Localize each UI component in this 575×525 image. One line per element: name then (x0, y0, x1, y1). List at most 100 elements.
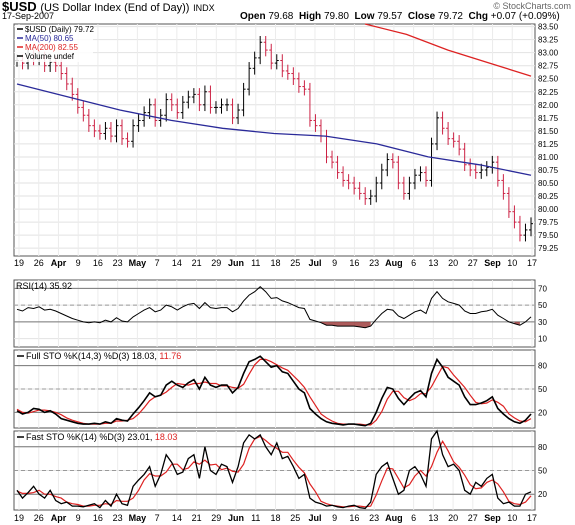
rsi-line (16, 286, 532, 329)
y-tick-label-rsi: 70 (538, 284, 547, 293)
x-tick-label-top: 20 (448, 258, 458, 268)
close-value: 79.72 (437, 11, 463, 22)
fast-sto-legend-d: 18.03 (155, 432, 178, 442)
x-tick-label-top: 16 (93, 258, 103, 268)
x-tick-label-bottom: 14 (172, 513, 182, 523)
x-tick-label-bottom: 6 (411, 513, 416, 523)
low-value: 79.57 (377, 11, 403, 22)
y-tick-label-fast_sto: 50 (538, 467, 547, 476)
y-tick-label-price: 81.75 (538, 114, 559, 123)
full-sto-legend-d: 11.76 (159, 351, 181, 361)
y-tick-label-full_sto: 50 (538, 385, 547, 394)
x-tick-label-top: 29 (211, 258, 221, 268)
chart-header: $USD (US Dollar Index (End of Day)) INDX… (0, 0, 575, 22)
x-tick-label-top: Aug (385, 258, 403, 268)
y-tick-label-price: 81.00 (538, 153, 559, 162)
x-tick-label-top: 11 (251, 258, 260, 268)
x-tick-label-top: 10 (507, 258, 517, 268)
chg-label: Chg (468, 11, 488, 22)
x-tick-label-bottom: 25 (290, 513, 300, 523)
low-label: Low (354, 11, 375, 22)
price-legend-entry: $USD (Daily) 79.72 (25, 25, 94, 34)
x-tick-label-top: 7 (155, 258, 160, 268)
x-tick-label-bottom: 16 (349, 513, 359, 523)
y-tick-label-price: 82.50 (538, 75, 559, 84)
rsi-legend: RSI(14) 35.92 (16, 281, 72, 291)
x-tick-label-top: 17 (527, 258, 537, 268)
chart-date: 17-Sep-2007 (2, 11, 55, 21)
x-tick-label-bottom: Sep (484, 513, 501, 523)
x-tick-label-top: 23 (369, 258, 379, 268)
x-tick-label-top: Jun (228, 258, 244, 268)
price-legend-entry: Volume undef (25, 52, 75, 61)
x-tick-label-bottom: Aug (385, 513, 403, 523)
x-tick-label-bottom: 10 (507, 513, 517, 523)
x-tick-label-bottom: 7 (155, 513, 160, 523)
y-tick-label-price: 83.25 (538, 36, 559, 45)
x-tick-label-top: 25 (290, 258, 300, 268)
x-tick-label-bottom: May (129, 513, 147, 523)
symbol-name: (US Dollar Index (End of Day)) (40, 2, 190, 14)
x-tick-label-bottom: 18 (270, 513, 280, 523)
x-tick-label-top: 21 (192, 258, 202, 268)
x-tick-label-top: 18 (270, 258, 280, 268)
x-tick-label-bottom: 13 (428, 513, 438, 523)
fast-sto-legend-k: Fast STO %K(14) %D(3) 23.01, (26, 432, 155, 442)
close-label: Close (407, 11, 436, 22)
x-tick-label-top: 6 (411, 258, 416, 268)
high-value: 79.80 (323, 11, 349, 22)
y-tick-label-price: 81.50 (538, 127, 559, 136)
x-tick-label-bottom: 27 (468, 513, 478, 523)
y-tick-label-price: 79.25 (538, 244, 559, 253)
open-label: Open (240, 11, 266, 22)
ma50-line (16, 83, 532, 176)
x-tick-label-bottom: 17 (527, 513, 537, 523)
x-tick-label-top: 26 (34, 258, 44, 268)
price-legend-bg (15, 25, 93, 62)
y-tick-label-price: 80.50 (538, 179, 559, 188)
y-tick-label-rsi: 10 (538, 335, 547, 344)
x-tick-label-top: Sep (484, 258, 501, 268)
chg-value: +0.07 (+0.09%) (490, 11, 560, 22)
price-legend-entry: MA(50) 80.65 (25, 34, 74, 43)
y-tick-label-price: 83.00 (538, 49, 559, 58)
ohlc-summary: Open 79.68 High 79.80 Low 79.57 Close 79… (240, 11, 560, 22)
ma200-line (364, 23, 532, 77)
x-tick-label-bottom: 23 (113, 513, 123, 523)
x-tick-label-bottom: Apr (51, 513, 67, 523)
x-tick-label-bottom: 29 (211, 513, 221, 523)
x-tick-label-bottom: 11 (251, 513, 260, 523)
x-tick-label-top: 23 (113, 258, 123, 268)
x-tick-label-top: May (129, 258, 147, 268)
x-tick-label-bottom: 23 (369, 513, 379, 523)
y-tick-label-price: 79.75 (538, 218, 559, 227)
x-tick-label-bottom: 16 (93, 513, 103, 523)
price-legend-entry: MA(200) 82.55 (25, 43, 78, 52)
y-tick-label-price: 82.00 (538, 101, 559, 110)
y-tick-label-price: 81.25 (538, 140, 559, 149)
x-tick-label-bottom: 26 (34, 513, 44, 523)
x-tick-label-top: 27 (468, 258, 478, 268)
x-tick-label-top: 9 (76, 258, 81, 268)
x-tick-label-bottom: 19 (14, 513, 24, 523)
y-tick-label-rsi: 30 (538, 318, 547, 327)
y-tick-label-price: 79.50 (538, 231, 559, 240)
x-tick-label-bottom: 9 (332, 513, 337, 523)
y-tick-label-price: 80.25 (538, 192, 559, 201)
x-tick-label-top: 16 (349, 258, 359, 268)
fast-sto-legend: Fast STO %K(14) %D(3) 23.01, 18.03 (26, 432, 177, 442)
y-tick-label-price: 82.25 (538, 88, 559, 97)
y-tick-label-price: 80.75 (538, 166, 559, 175)
x-tick-label-bottom: 9 (76, 513, 81, 523)
y-tick-label-full_sto: 80 (538, 362, 547, 371)
full-sto-legend: Full STO %K(14,3) %D(3) 18.03, 11.76 (26, 351, 181, 361)
exchange: INDX (193, 3, 215, 13)
x-tick-label-top: Jul (308, 258, 321, 268)
y-tick-label-price: 82.75 (538, 62, 559, 71)
x-tick-label-top: 9 (332, 258, 337, 268)
x-tick-label-bottom: 21 (192, 513, 202, 523)
fast-sto-k-line (16, 429, 532, 510)
y-tick-label-price: 83.50 (538, 23, 559, 32)
y-tick-label-price: 80.00 (538, 205, 559, 214)
